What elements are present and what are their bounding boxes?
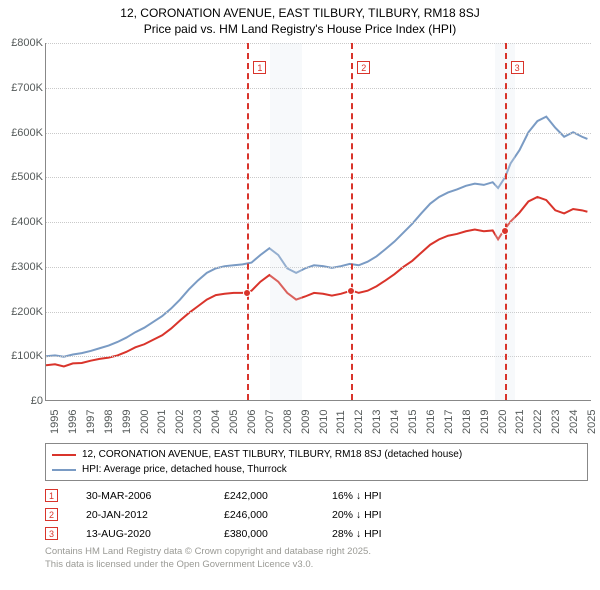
legend-item: HPI: Average price, detached house, Thur… — [52, 462, 581, 477]
x-axis-label: 2023 — [550, 410, 562, 434]
y-axis-label: £700K — [11, 82, 43, 94]
x-axis-label: 2006 — [246, 410, 258, 434]
attribution-line2: This data is licensed under the Open Gov… — [45, 559, 588, 571]
x-axis-label: 2022 — [532, 410, 544, 434]
transaction-marker: 1 — [45, 489, 58, 502]
x-axis-label: 2012 — [353, 410, 365, 434]
x-axis-label: 2021 — [514, 410, 526, 434]
legend-swatch — [52, 454, 76, 456]
chart-subtitle: Price paid vs. HM Land Registry's House … — [0, 22, 600, 38]
x-axis-label: 2000 — [139, 410, 151, 434]
y-axis-label: £300K — [11, 261, 43, 273]
x-axis-label: 2014 — [389, 410, 401, 434]
x-axis-label: 2009 — [300, 410, 312, 434]
transaction-price: £242,000 — [224, 490, 304, 502]
x-axis-label: 1996 — [67, 410, 79, 434]
chart-area: 1 2 3 £0 £100K £200K £300K £400K £500K £600K £700… — [0, 39, 600, 441]
transaction-row: 1 30-MAR-2006 £242,000 16% ↓ HPI — [45, 489, 588, 502]
event-line — [351, 43, 353, 400]
y-axis-label: £0 — [31, 395, 43, 407]
transaction-row: 3 13-AUG-2020 £380,000 28% ↓ HPI — [45, 527, 588, 540]
x-axis-label: 1997 — [85, 410, 97, 434]
transaction-pct: 28% ↓ HPI — [332, 528, 382, 540]
transaction-pct: 20% ↓ HPI — [332, 509, 382, 521]
x-axis-label: 2017 — [443, 410, 455, 434]
legend: 12, CORONATION AVENUE, EAST TILBURY, TIL… — [45, 443, 588, 481]
event-marker: 2 — [357, 61, 370, 74]
x-axis-label: 2011 — [335, 411, 347, 435]
transaction-table: 1 30-MAR-2006 £242,000 16% ↓ HPI 2 20-JAN-201… — [45, 489, 588, 540]
event-line — [247, 43, 249, 400]
x-axis-label: 2003 — [192, 410, 204, 434]
x-axis-label: 1999 — [121, 410, 133, 434]
transaction-row: 2 20-JAN-2012 £246,000 20% ↓ HPI — [45, 508, 588, 521]
shade-band — [270, 43, 302, 400]
transaction-price: £380,000 — [224, 528, 304, 540]
x-axis-label: 2025 — [586, 410, 598, 434]
event-dot — [243, 289, 251, 297]
x-axis-label: 2019 — [479, 410, 491, 434]
x-axis-label: 2005 — [228, 410, 240, 434]
x-axis-label: 2018 — [461, 410, 473, 434]
event-marker: 3 — [511, 61, 524, 74]
event-dot — [347, 287, 355, 295]
x-axis-label: 2010 — [318, 410, 330, 434]
chart-title-block: 12, CORONATION AVENUE, EAST TILBURY, TIL… — [0, 0, 600, 39]
plot-area: 1 2 3 — [45, 43, 591, 401]
x-axis-label: 1995 — [49, 410, 61, 434]
x-axis-label: 2008 — [282, 410, 294, 434]
event-line — [505, 43, 507, 400]
attribution: Contains HM Land Registry data © Crown c… — [45, 546, 588, 571]
x-axis-label: 2020 — [497, 410, 509, 434]
transaction-pct: 16% ↓ HPI — [332, 490, 382, 502]
x-axis-label: 2002 — [174, 410, 186, 434]
legend-item: 12, CORONATION AVENUE, EAST TILBURY, TIL… — [52, 447, 581, 462]
x-axis-label: 2015 — [407, 410, 419, 434]
y-axis-label: £400K — [11, 216, 43, 228]
transaction-marker: 2 — [45, 508, 58, 521]
transaction-price: £246,000 — [224, 509, 304, 521]
legend-label: HPI: Average price, detached house, Thur… — [82, 462, 287, 477]
x-axis-label: 2007 — [264, 410, 276, 434]
legend-label: 12, CORONATION AVENUE, EAST TILBURY, TIL… — [82, 447, 462, 462]
x-axis-label: 2001 — [156, 410, 168, 434]
transaction-date: 13-AUG-2020 — [86, 528, 196, 540]
y-axis-label: £600K — [11, 127, 43, 139]
y-axis-label: £500K — [11, 171, 43, 183]
transaction-date: 30-MAR-2006 — [86, 490, 196, 502]
x-axis-label: 2024 — [568, 410, 580, 434]
transaction-marker: 3 — [45, 527, 58, 540]
y-axis-label: £100K — [11, 350, 43, 362]
transaction-date: 20-JAN-2012 — [86, 509, 196, 521]
event-dot — [501, 227, 509, 235]
chart-title: 12, CORONATION AVENUE, EAST TILBURY, TIL… — [0, 6, 600, 22]
event-marker: 1 — [253, 61, 266, 74]
legend-swatch — [52, 469, 76, 471]
y-axis-label: £200K — [11, 306, 43, 318]
attribution-line1: Contains HM Land Registry data © Crown c… — [45, 546, 588, 558]
y-axis-label: £800K — [11, 37, 43, 49]
x-axis-label: 2016 — [425, 410, 437, 434]
x-axis-label: 1998 — [103, 410, 115, 434]
x-axis-label: 2013 — [371, 410, 383, 434]
x-axis-label: 2004 — [210, 410, 222, 434]
